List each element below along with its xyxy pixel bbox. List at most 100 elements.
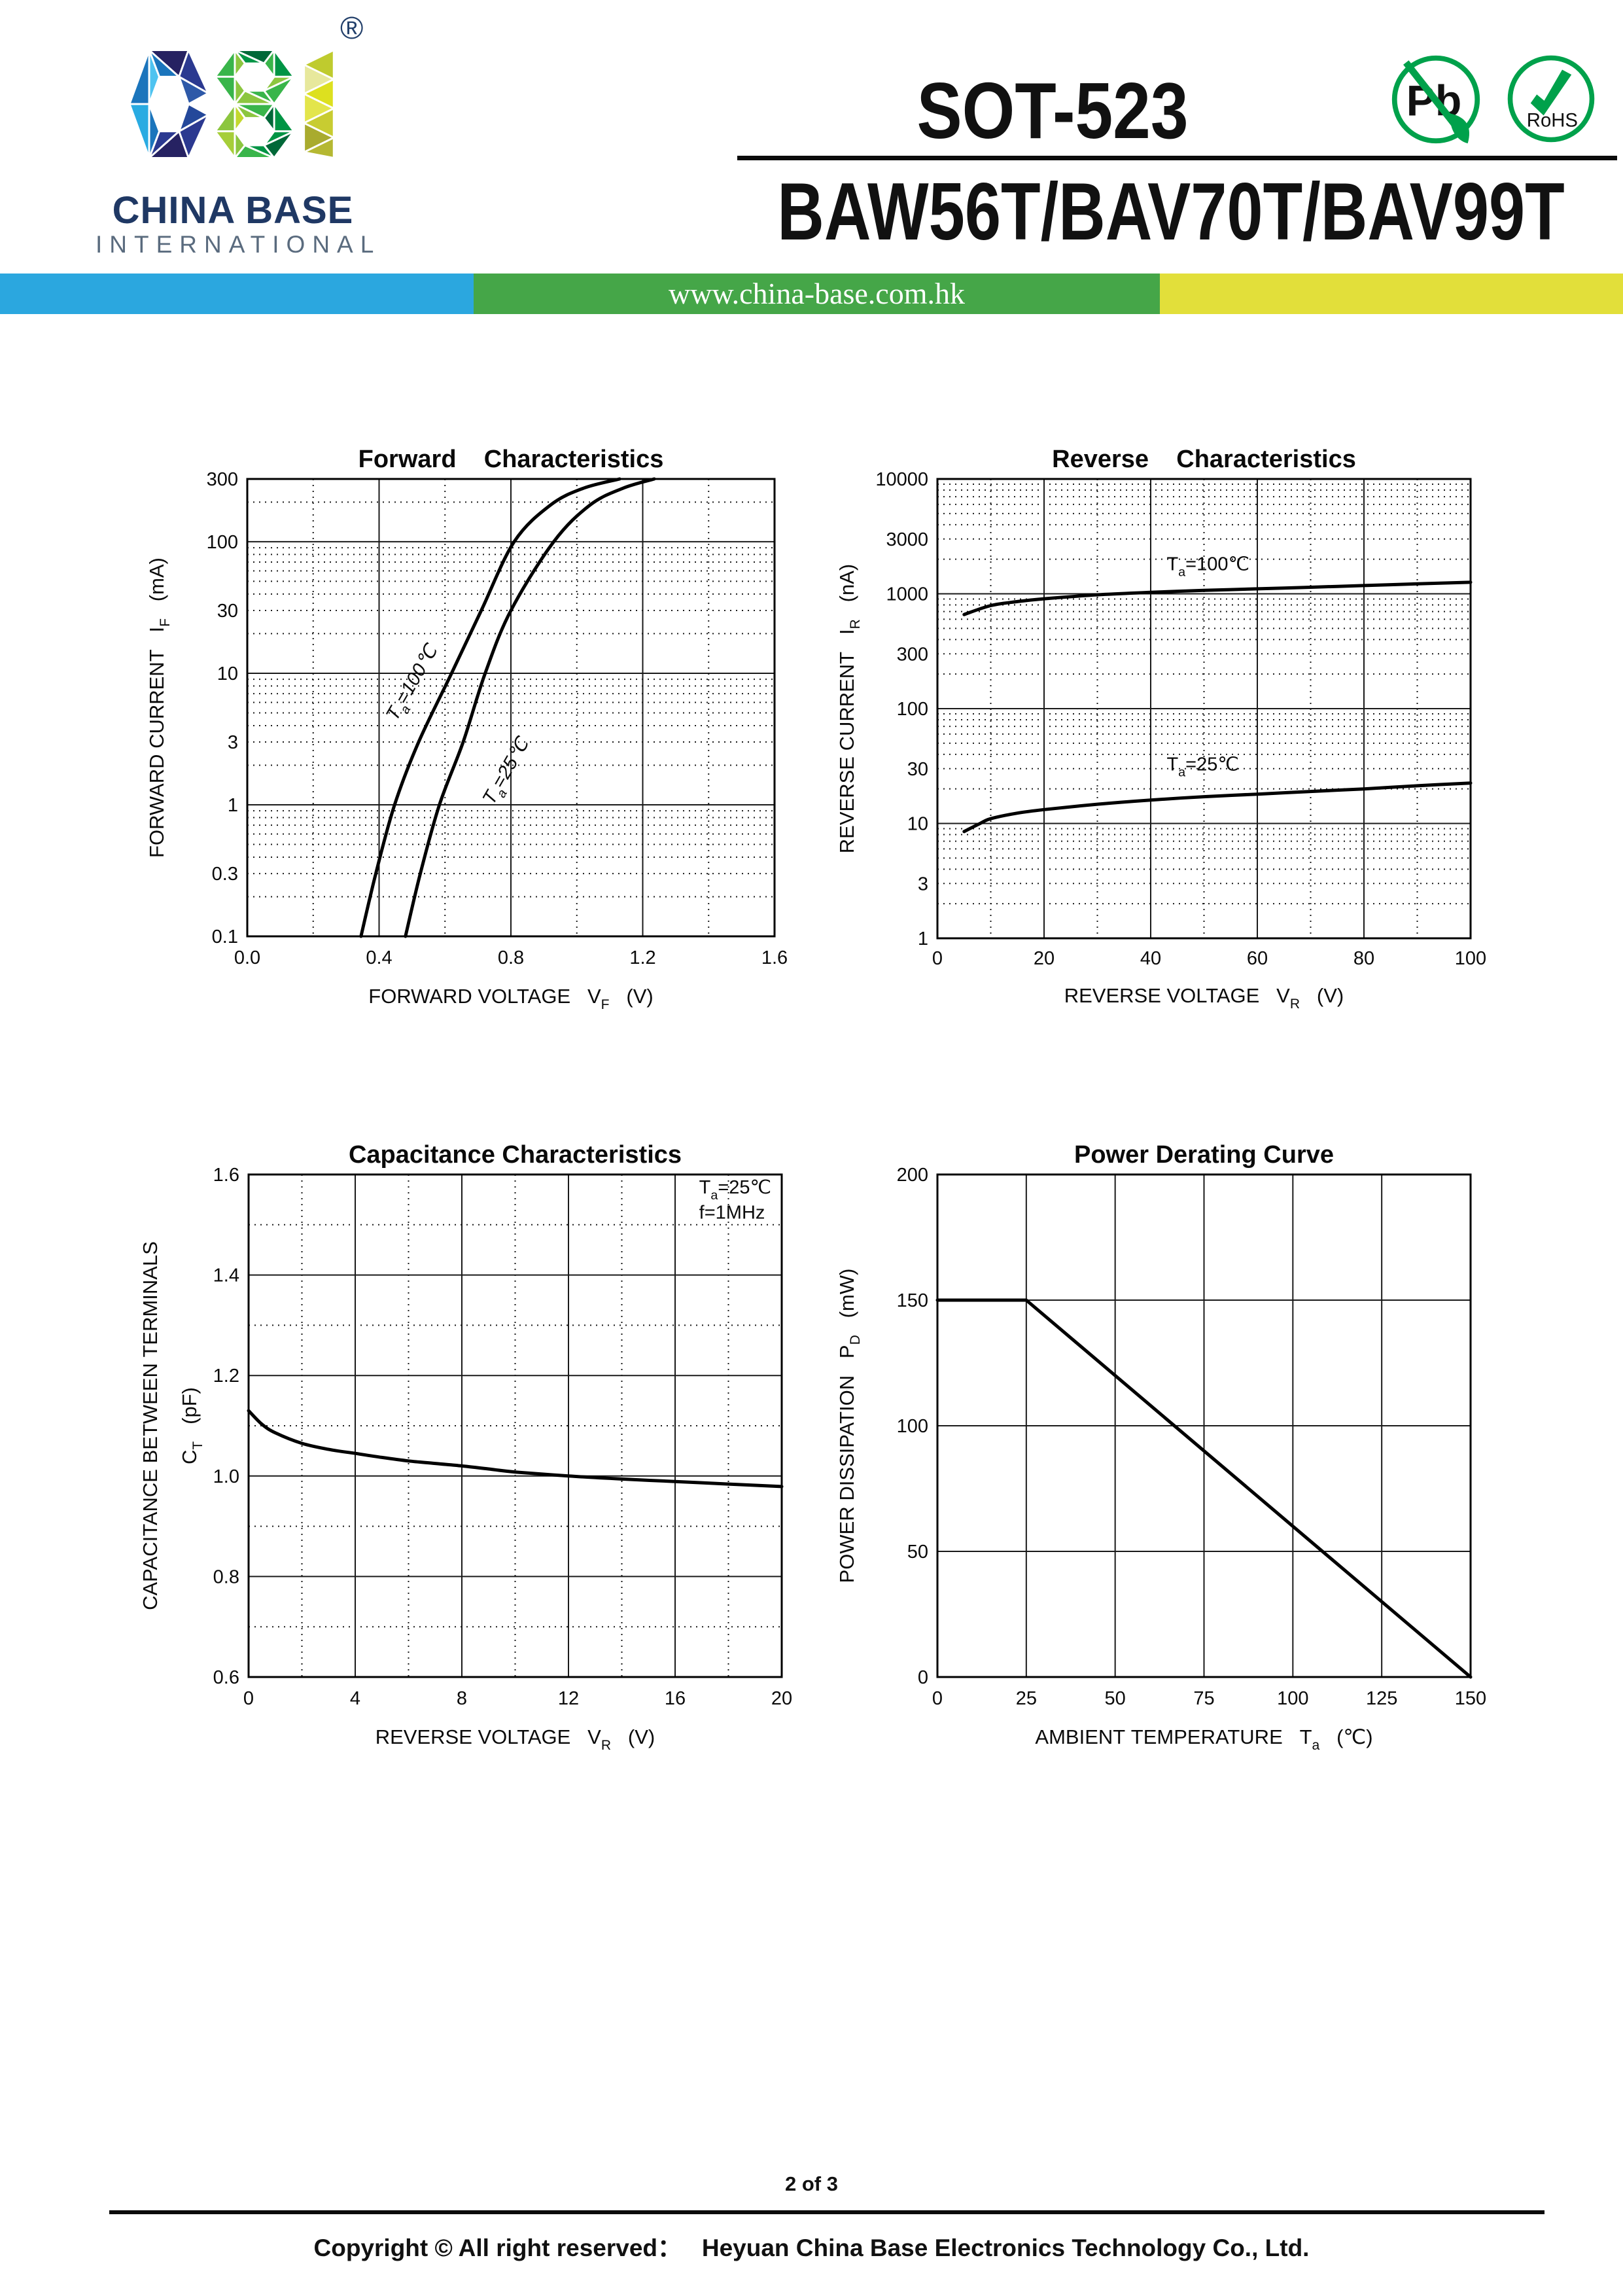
capacitance-x-tick: 0 <box>243 1688 254 1709</box>
capacitance-y-axis-label: CAPACITANCE BETWEEN TERMINALS <box>139 1241 162 1610</box>
forward-x-tick: 1.2 <box>629 947 655 968</box>
capacitance-plot-border <box>247 1173 783 1678</box>
power-title: Power Derating Curve <box>1074 1141 1334 1169</box>
reverse-y-tick: 10 <box>907 814 928 835</box>
website-link[interactable]: www.china-base.com.hk <box>668 277 966 310</box>
reverse-y-tick: 100 <box>897 699 928 720</box>
reverse-x-axis-label: REVERSE VOLTAGE VR (V) <box>1064 984 1344 1012</box>
power-series-PD <box>935 1298 1473 1679</box>
reverse-title: Reverse Characteristics <box>1052 446 1356 473</box>
copyright-text: Copyright © All right reserved： Heyuan C… <box>313 2234 1310 2261</box>
brand-subtitle: INTERNATIONAL <box>96 231 381 258</box>
power-x-tick: 75 <box>1193 1688 1214 1709</box>
capacitance-y-axis-label-2: CT (pF) <box>178 1387 205 1464</box>
power-plot-border <box>936 1173 1472 1678</box>
forward-y-tick: 3 <box>228 732 238 753</box>
reverse-series-label-Ta=100C: Ta=100℃ <box>1166 554 1249 580</box>
capacitance-x-tick: 20 <box>771 1688 792 1709</box>
forward-y-tick: 300 <box>207 469 238 490</box>
capacitance-grid <box>249 1174 782 1677</box>
forward-title: Forward Characteristics <box>358 446 664 473</box>
leaf-icon <box>1450 113 1470 144</box>
bar-yellow-segment <box>1160 274 1623 314</box>
rohs-icon: RoHS <box>1507 55 1595 143</box>
power-y-tick: 0 <box>918 1667 928 1688</box>
reverse-y-tick: 300 <box>897 644 928 665</box>
brand-name: CHINA BASE <box>112 189 354 232</box>
power-x-tick: 25 <box>1016 1688 1037 1709</box>
power-x-tick: 150 <box>1455 1688 1486 1709</box>
forward-series-label-Ta=100C: Ta=100℃ <box>382 640 447 726</box>
reverse-x-tick: 20 <box>1034 948 1055 969</box>
power-x-tick: 125 <box>1366 1688 1397 1709</box>
reverse-y-tick: 30 <box>907 759 928 780</box>
forward-y-tick: 0.1 <box>212 927 238 947</box>
header-divider <box>737 156 1617 160</box>
reverse-grid <box>937 479 1471 938</box>
reverse-y-tick: 1 <box>918 928 928 949</box>
reverse-x-tick: 60 <box>1247 948 1268 969</box>
forward-y-axis-label: FORWARD CURRENT IF (mA) <box>145 557 173 858</box>
capacitance-y-tick: 1.4 <box>213 1265 239 1286</box>
capacitance-y-tick: 1.6 <box>213 1165 239 1186</box>
reverse-characteristics-chart: Reverse Characteristics 0 20 40 60 80 100 10000… <box>835 446 1486 1012</box>
capacitance-series-CT <box>247 1409 784 1489</box>
capacitance-x-tick: 12 <box>558 1688 579 1709</box>
registered-trademark-icon: ® <box>340 11 364 46</box>
forward-series-Ta=25C <box>404 477 656 938</box>
forward-plot-border <box>246 478 776 938</box>
power-x-tick: 50 <box>1105 1688 1126 1709</box>
reverse-x-tick: 40 <box>1140 948 1161 969</box>
reverse-series-Ta=25C <box>962 781 1473 834</box>
power-y-axis-label: POWER DISSIPATION PD (mW) <box>835 1269 863 1583</box>
forward-series-label-Ta=25C: Ta=25℃ <box>479 733 538 810</box>
reverse-x-tick: 0 <box>932 948 943 969</box>
forward-x-tick: 0.4 <box>366 947 392 968</box>
footer-divider <box>109 2210 1544 2214</box>
reverse-y-tick: 10000 <box>875 469 928 490</box>
capacitance-annotation-0: Ta=25℃ <box>699 1177 771 1203</box>
reverse-y-tick: 1000 <box>886 584 928 605</box>
checkmark-icon <box>1530 69 1572 116</box>
power-y-tick: 150 <box>897 1290 928 1311</box>
power-derating-curve-chart: Power Derating Curve 0 25 50 75 100 125 150 200 1… <box>835 1141 1486 1753</box>
power-y-tick: 200 <box>897 1165 928 1186</box>
forward-y-tick: 10 <box>217 663 238 684</box>
package-title: SOT-523 <box>916 66 1189 155</box>
cbi-logo-icon <box>130 49 335 159</box>
page-number: 2 of 3 <box>785 2172 838 2195</box>
reverse-series-label-Ta=25C: Ta=25℃ <box>1166 754 1238 779</box>
capacitance-y-tick: 1.0 <box>213 1466 239 1487</box>
reverse-x-tick: 80 <box>1353 948 1374 969</box>
forward-y-tick: 100 <box>207 532 238 553</box>
reverse-y-axis-label: REVERSE CURRENT IR (nA) <box>835 564 863 853</box>
capacitance-annotation-1: f=1MHz <box>699 1203 765 1224</box>
reverse-series-Ta=100C <box>962 580 1473 616</box>
power-x-tick: 100 <box>1277 1688 1308 1709</box>
capacitance-title: Capacitance Characteristics <box>349 1141 682 1169</box>
bar-blue-segment <box>0 274 474 314</box>
capacitance-x-tick: 4 <box>350 1688 360 1709</box>
power-x-tick: 0 <box>932 1688 943 1709</box>
forward-x-tick: 0.8 <box>498 947 524 968</box>
capacitance-y-tick: 0.6 <box>213 1667 239 1688</box>
forward-x-tick: 0.0 <box>234 947 260 968</box>
pb-free-icon: Pb <box>1391 55 1480 144</box>
forward-x-axis-label: FORWARD VOLTAGE VF (V) <box>368 985 653 1012</box>
capacitance-y-tick: 1.2 <box>213 1366 239 1386</box>
capacitance-characteristics-chart: Capacitance Characteristics 0 4 8 12 16 20 1.6 1… <box>139 1141 792 1753</box>
reverse-y-tick: 3000 <box>886 529 928 550</box>
forward-x-tick: 1.6 <box>761 947 788 968</box>
reverse-y-tick: 3 <box>918 874 928 894</box>
power-y-tick: 100 <box>897 1416 928 1437</box>
part-numbers-title: BAW56T/BAV70T/BAV99T <box>777 167 1565 257</box>
capacitance-x-tick: 16 <box>665 1688 686 1709</box>
forward-y-tick: 1 <box>228 795 238 816</box>
power-x-axis-label: AMBIENT TEMPERATURE Ta (℃) <box>1035 1725 1372 1753</box>
capacitance-y-tick: 0.8 <box>213 1566 239 1587</box>
forward-series-Ta=100C <box>359 477 621 938</box>
power-grid <box>937 1174 1471 1677</box>
rohs-label: RoHS <box>1527 110 1578 132</box>
